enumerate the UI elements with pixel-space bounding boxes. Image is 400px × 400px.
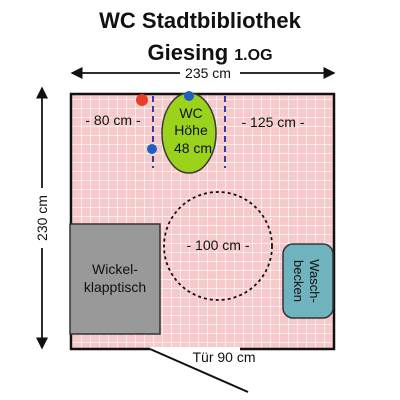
height-label: 230 cm [34, 195, 50, 241]
sink [282, 243, 334, 319]
emergency-call-icon [136, 94, 148, 106]
changing-table-label-2: klapptisch [84, 279, 146, 295]
changing-table [69, 223, 161, 335]
sink-label-1: Wasch- [307, 259, 322, 303]
diagram-title: WC Stadtbibliothek [99, 8, 301, 33]
width-label: 235 cm [185, 65, 231, 81]
door-label: Tür 90 cm [192, 349, 255, 365]
diagram-subtitle: Giesing 1.OG [10, 40, 400, 66]
left-gap-label: - 80 cm - [85, 112, 141, 128]
paper-holder-icon [147, 144, 157, 154]
right-gap-label: - 125 cm - [241, 114, 304, 130]
location-name: Giesing [147, 40, 229, 65]
floor-label: 1.OG [234, 47, 273, 64]
door-leaf [149, 348, 249, 393]
sink-label-2: becken [291, 260, 306, 302]
changing-table-label-1: Wickel- [92, 261, 138, 277]
turning-circle-label: - 100 cm - [186, 237, 249, 253]
flush-button-icon [184, 91, 194, 101]
wc-height-value: 48 cm [174, 140, 212, 156]
wc-height-label: Höhe [174, 122, 208, 138]
wc-label: WC [179, 105, 202, 121]
turning-circle [163, 191, 273, 301]
